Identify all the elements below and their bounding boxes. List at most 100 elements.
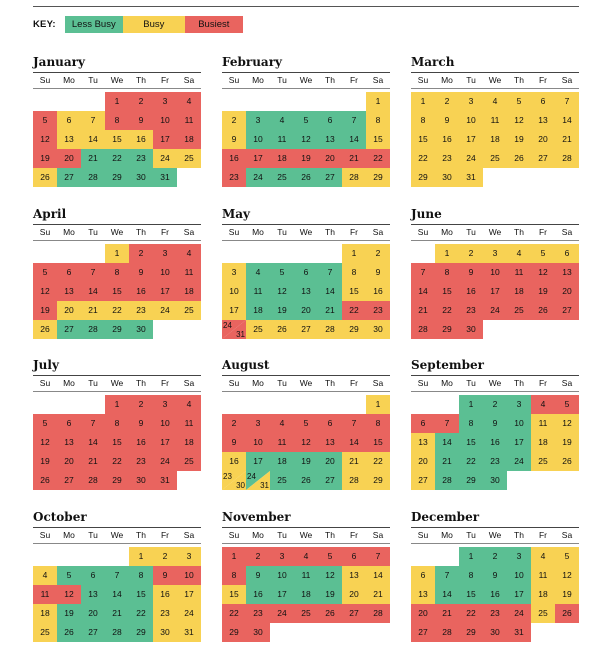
month-rule bbox=[411, 375, 579, 376]
day-cell: 20 bbox=[555, 282, 579, 301]
weekday-label: Su bbox=[417, 227, 429, 237]
month-title: July bbox=[33, 358, 59, 372]
day-cell: 1 bbox=[222, 547, 246, 566]
day-cell: 1 bbox=[366, 395, 390, 414]
weekday-label: Mo bbox=[63, 530, 75, 540]
day-cell: 13 bbox=[57, 282, 81, 301]
day-cell: 6 bbox=[531, 92, 555, 111]
day-cell: 18 bbox=[177, 282, 201, 301]
month-may: May Su Mo Tu We Th Fr Sa 1 2 3 4 5 6 7 8 9 10 11 12 13 14 15 16… bbox=[222, 207, 390, 358]
day-cell: 13 bbox=[411, 585, 435, 604]
weekday-label: Mo bbox=[63, 378, 75, 388]
day-cell: 22 bbox=[366, 452, 390, 471]
day-cell: 7 bbox=[81, 263, 105, 282]
day-cell: 18 bbox=[294, 585, 318, 604]
month-title: August bbox=[222, 358, 270, 372]
day-cell: 13 bbox=[531, 111, 555, 130]
weekday-label: We bbox=[299, 378, 313, 388]
day-cell: 5 bbox=[294, 414, 318, 433]
day-cell: 13 bbox=[81, 585, 105, 604]
day-cell: 27 bbox=[318, 471, 342, 490]
day-cell: 28 bbox=[435, 471, 459, 490]
top-divider bbox=[33, 6, 579, 7]
day-cell: 17 bbox=[507, 585, 531, 604]
day-cell: 21 bbox=[81, 452, 105, 471]
day-cell: 23 bbox=[222, 168, 246, 187]
day-cell: 30 bbox=[129, 471, 153, 490]
day-cell: 14 bbox=[81, 433, 105, 452]
day-cell: 12 bbox=[57, 585, 81, 604]
day-cell: 3 bbox=[507, 547, 531, 566]
day-cell: 7 bbox=[81, 414, 105, 433]
weekday-label: Tu bbox=[277, 530, 287, 540]
day-cell: 12 bbox=[33, 282, 57, 301]
day-cell: 17 bbox=[270, 585, 294, 604]
day-cell: 22 bbox=[342, 301, 366, 320]
legend-key: KEY: Less Busy Busy Busiest bbox=[33, 16, 243, 33]
day-cell: 25 bbox=[507, 301, 531, 320]
weekday-label: Tu bbox=[277, 378, 287, 388]
weekday-rule bbox=[33, 88, 201, 89]
day-cell: 25 bbox=[294, 604, 318, 623]
weekday-label: Sa bbox=[372, 378, 384, 388]
day-cell: 24 bbox=[177, 604, 201, 623]
weekday-label: Fr bbox=[160, 227, 170, 237]
weekday-label: Th bbox=[325, 227, 335, 237]
month-rule bbox=[411, 224, 579, 225]
day-grid: 1 2 3 4 5 6 7 8 9 10 11 12 13 14 15 16 17 18 19 20 21 22 23 24 2… bbox=[222, 92, 390, 206]
day-cell: 28 bbox=[105, 623, 129, 642]
day-cell: 30 bbox=[153, 623, 177, 642]
day-cell: 29 bbox=[129, 623, 153, 642]
weekday-label: Su bbox=[39, 227, 51, 237]
day-cell: 6 bbox=[57, 111, 81, 130]
day-cell: 16 bbox=[222, 149, 246, 168]
day-cell: 22 bbox=[459, 452, 483, 471]
day-cell: 26 bbox=[507, 149, 531, 168]
day-cell: 4 bbox=[531, 395, 555, 414]
weekday-header: Su Mo Tu We Th Fr Sa bbox=[411, 73, 579, 88]
day-cell: 21 bbox=[81, 149, 105, 168]
weekday-label: Su bbox=[417, 378, 429, 388]
day-cell: 15 bbox=[105, 433, 129, 452]
day-cell: 7 bbox=[342, 414, 366, 433]
day-cell: 14 bbox=[342, 130, 366, 149]
day-cell: 8 bbox=[105, 414, 129, 433]
day-cell: 28 bbox=[342, 471, 366, 490]
weekday-label: Mo bbox=[252, 227, 264, 237]
weekday-header: Su Mo Tu We Th Fr Sa bbox=[33, 376, 201, 391]
day-cell: 23 bbox=[366, 301, 390, 320]
day-cell: 16 bbox=[153, 585, 177, 604]
key-title: KEY: bbox=[33, 19, 56, 30]
day-cell: 29 bbox=[105, 320, 129, 339]
day-cell: 2 bbox=[483, 547, 507, 566]
day-cell: 23 bbox=[246, 604, 270, 623]
day-cell: 18 bbox=[270, 149, 294, 168]
day-cell: 23 bbox=[129, 149, 153, 168]
day-cell: 4 bbox=[270, 414, 294, 433]
day-cell: 21 bbox=[411, 301, 435, 320]
weekday-label: Su bbox=[228, 378, 240, 388]
day-cell: 14 bbox=[366, 566, 390, 585]
day-cell: 20 bbox=[57, 149, 81, 168]
day-cell: 24 bbox=[153, 452, 177, 471]
weekday-header: Su Mo Tu We Th Fr Sa bbox=[222, 528, 390, 543]
day-cell: 7 bbox=[105, 566, 129, 585]
split-day-bottom: 31 bbox=[236, 330, 245, 339]
key-busiest: Busiest bbox=[184, 16, 243, 33]
day-cell: 25 bbox=[177, 149, 201, 168]
day-cell: 17 bbox=[153, 130, 177, 149]
day-cell: 8 bbox=[459, 414, 483, 433]
day-cell: 21 bbox=[342, 452, 366, 471]
day-cell: 6 bbox=[81, 566, 105, 585]
day-cell: 11 bbox=[531, 414, 555, 433]
weekday-label: Sa bbox=[372, 227, 384, 237]
day-cell: 16 bbox=[483, 433, 507, 452]
split-bottom-fill bbox=[222, 471, 246, 490]
day-cell: 5 bbox=[270, 263, 294, 282]
weekday-label: Th bbox=[325, 378, 335, 388]
day-cell: 21 bbox=[366, 585, 390, 604]
day-cell: 22 bbox=[435, 301, 459, 320]
day-cell: 21 bbox=[435, 604, 459, 623]
day-cell: 23 bbox=[129, 301, 153, 320]
day-cell: 27 bbox=[531, 149, 555, 168]
